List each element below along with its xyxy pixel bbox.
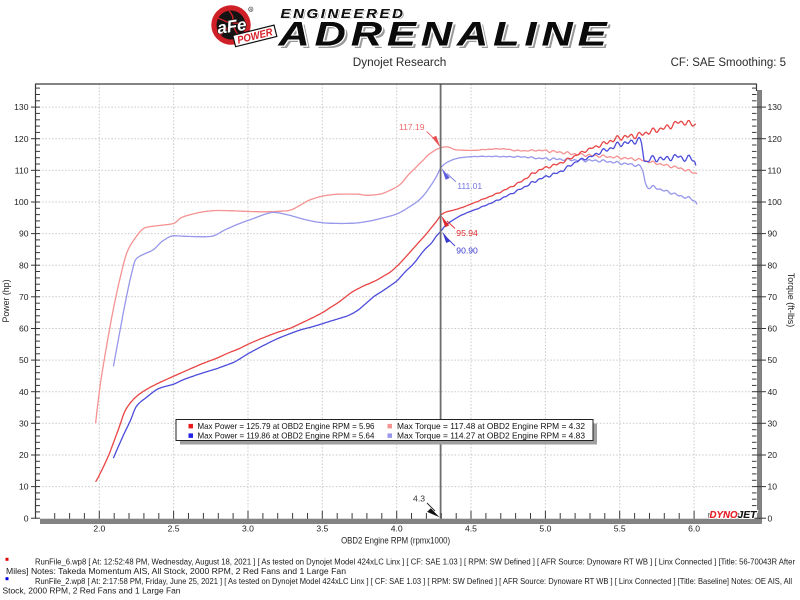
svg-text:Miles] Notes: Takeda Momentum: Miles] Notes: Takeda Momentum AIS, All S…: [6, 566, 346, 576]
svg-text:30: 30: [768, 418, 778, 428]
svg-text:Max Power = 125.79 at OBD2 Eng: Max Power = 125.79 at OBD2 Engine RPM = …: [198, 421, 375, 431]
svg-text:70: 70: [768, 292, 778, 302]
svg-text:DYNO: DYNO: [710, 509, 738, 521]
svg-text:130: 130: [14, 102, 29, 112]
svg-text:JET: JET: [738, 509, 759, 521]
svg-text:4.0: 4.0: [391, 523, 403, 533]
svg-text:2.0: 2.0: [93, 523, 105, 533]
svg-text:3.0: 3.0: [242, 523, 254, 533]
svg-text:ENGINEERED: ENGINEERED: [281, 6, 406, 21]
svg-text:90.90: 90.90: [456, 246, 478, 256]
svg-text:Max Torque = 117.48 at OBD2 En: Max Torque = 117.48 at OBD2 Engine RPM =…: [397, 421, 585, 431]
svg-text:120: 120: [14, 134, 29, 144]
svg-text:4.3: 4.3: [413, 494, 425, 504]
svg-text:Stock, 2000 RPM, 2 Red Fans an: Stock, 2000 RPM, 2 Red Fans and 1 Large …: [3, 585, 181, 595]
svg-text:130: 130: [768, 102, 783, 112]
svg-text:Max Torque = 114.27 at OBD2 En: Max Torque = 114.27 at OBD2 Engine RPM =…: [397, 431, 585, 441]
svg-text:0: 0: [24, 513, 29, 523]
svg-text:110: 110: [768, 165, 782, 175]
svg-text:40: 40: [19, 387, 29, 397]
svg-text:Power (hp): Power (hp): [1, 279, 11, 322]
svg-text:40: 40: [768, 387, 778, 397]
svg-text:ADRENALINE: ADRENALINE: [280, 18, 614, 56]
svg-text:5.5: 5.5: [614, 523, 626, 533]
svg-text:10: 10: [19, 482, 29, 492]
svg-text:60: 60: [19, 324, 29, 334]
svg-text:DYNO: DYNO: [710, 509, 738, 521]
svg-text:Max Power = 119.86 at OBD2 Eng: Max Power = 119.86 at OBD2 Engine RPM = …: [198, 431, 375, 441]
svg-text:5.0: 5.0: [539, 523, 551, 533]
svg-text:ENGINEERED: ENGINEERED: [281, 6, 406, 21]
svg-text:ADRENALINE: ADRENALINE: [277, 15, 611, 53]
svg-text:ADRENALINE: ADRENALINE: [277, 15, 611, 53]
svg-text:CF: SAE Smoothing: 5: CF: SAE Smoothing: 5: [671, 55, 787, 69]
svg-text:95.94: 95.94: [456, 228, 478, 238]
svg-text:30: 30: [19, 418, 29, 428]
svg-text:100: 100: [14, 197, 29, 207]
svg-text:20: 20: [768, 450, 778, 460]
svg-text:ENGINEERED: ENGINEERED: [282, 7, 407, 22]
svg-text:RunFile_2.wp8 [ At: 2:17:58 PM: RunFile_2.wp8 [ At: 2:17:58 PM, Friday, …: [35, 576, 792, 586]
svg-text:110: 110: [15, 165, 29, 175]
svg-text:RunFile_6.wp8 [ At: 12:52:48 P: RunFile_6.wp8 [ At: 12:52:48 PM, Wednesd…: [35, 556, 795, 566]
svg-text:JET: JET: [738, 509, 759, 521]
svg-text:90: 90: [768, 229, 778, 239]
svg-text:111.01: 111.01: [457, 181, 482, 191]
svg-text:2.5: 2.5: [168, 523, 180, 533]
svg-text:Torque (ft-lbs): Torque (ft-lbs): [786, 273, 796, 327]
svg-text:100: 100: [768, 197, 783, 207]
svg-text:80: 80: [19, 260, 29, 270]
svg-text:4.5: 4.5: [465, 523, 477, 533]
svg-text:0: 0: [768, 513, 773, 523]
svg-text:70: 70: [19, 292, 29, 302]
svg-text:20: 20: [19, 450, 29, 460]
svg-text:60: 60: [768, 324, 778, 334]
svg-text:6.0: 6.0: [688, 523, 700, 533]
svg-text:120: 120: [768, 134, 783, 144]
svg-text:3.5: 3.5: [316, 523, 328, 533]
svg-text:Dynojet Research: Dynojet Research: [353, 55, 447, 69]
svg-text:80: 80: [768, 260, 778, 270]
svg-text:90: 90: [19, 229, 29, 239]
svg-text:aFe: aFe: [216, 15, 248, 38]
svg-text:R: R: [250, 8, 253, 12]
svg-text:117.19: 117.19: [399, 122, 425, 132]
svg-text:10: 10: [768, 482, 778, 492]
svg-text:50: 50: [768, 355, 778, 365]
svg-text:50: 50: [19, 355, 29, 365]
svg-text:OBD2 Engine RPM (rpmx1000): OBD2 Engine RPM (rpmx1000): [341, 536, 450, 546]
